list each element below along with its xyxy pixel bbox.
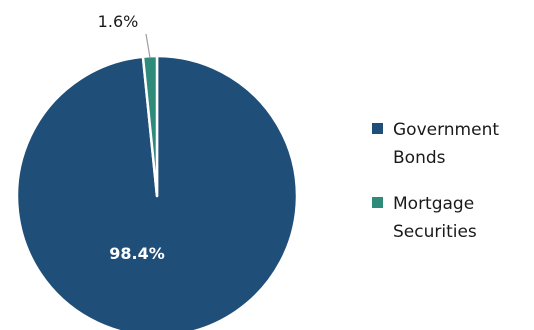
legend-label-mortgage-securities: Mortgage Securities: [393, 194, 477, 242]
legend-swatch-mortgage-securities: [372, 197, 383, 208]
legend-label-government-bonds: Government Bonds: [393, 120, 500, 168]
legend-item-government-bonds: Government Bonds: [372, 116, 532, 172]
legend-item-mortgage-securities: Mortgage Securities: [372, 190, 532, 246]
legend-swatch-government-bonds: [372, 123, 383, 134]
pie-slices: [15, 54, 299, 330]
leader-line-mortgage-securities: [145, 33, 151, 59]
pie-slice-government-bonds: [15, 54, 299, 330]
slice-label-mortgage-securities: 1.6%: [98, 12, 139, 31]
slice-label-government-bonds: 98.4%: [109, 244, 165, 263]
legend: Government Bonds Mortgage Securities: [372, 116, 532, 264]
